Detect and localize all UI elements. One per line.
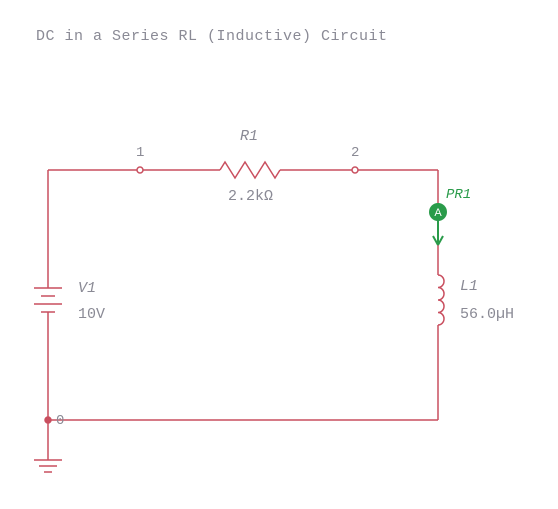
circuit-canvas: V1 10V R1 2.2kΩ L1 56.0µH A PR1 1 2 0	[0, 0, 558, 509]
v1-value: 10V	[78, 306, 105, 323]
inductor	[438, 275, 444, 325]
node-2-label: 2	[351, 145, 359, 161]
voltage-source	[34, 278, 62, 322]
l1-value: 56.0µH	[460, 306, 514, 323]
resistor	[220, 162, 280, 178]
node-2	[352, 167, 358, 173]
l1-label: L1	[460, 278, 478, 295]
current-probe: A	[429, 203, 447, 245]
r1-value: 2.2kΩ	[228, 188, 273, 205]
node-0-label: 0	[56, 413, 64, 429]
svg-text:A: A	[434, 207, 442, 219]
probe-label: PR1	[446, 187, 471, 203]
node-1-label: 1	[136, 145, 144, 161]
r1-label: R1	[240, 128, 258, 145]
ground-symbol	[34, 460, 62, 472]
node-0	[45, 417, 51, 423]
node-1	[137, 167, 143, 173]
v1-label: V1	[78, 280, 96, 297]
